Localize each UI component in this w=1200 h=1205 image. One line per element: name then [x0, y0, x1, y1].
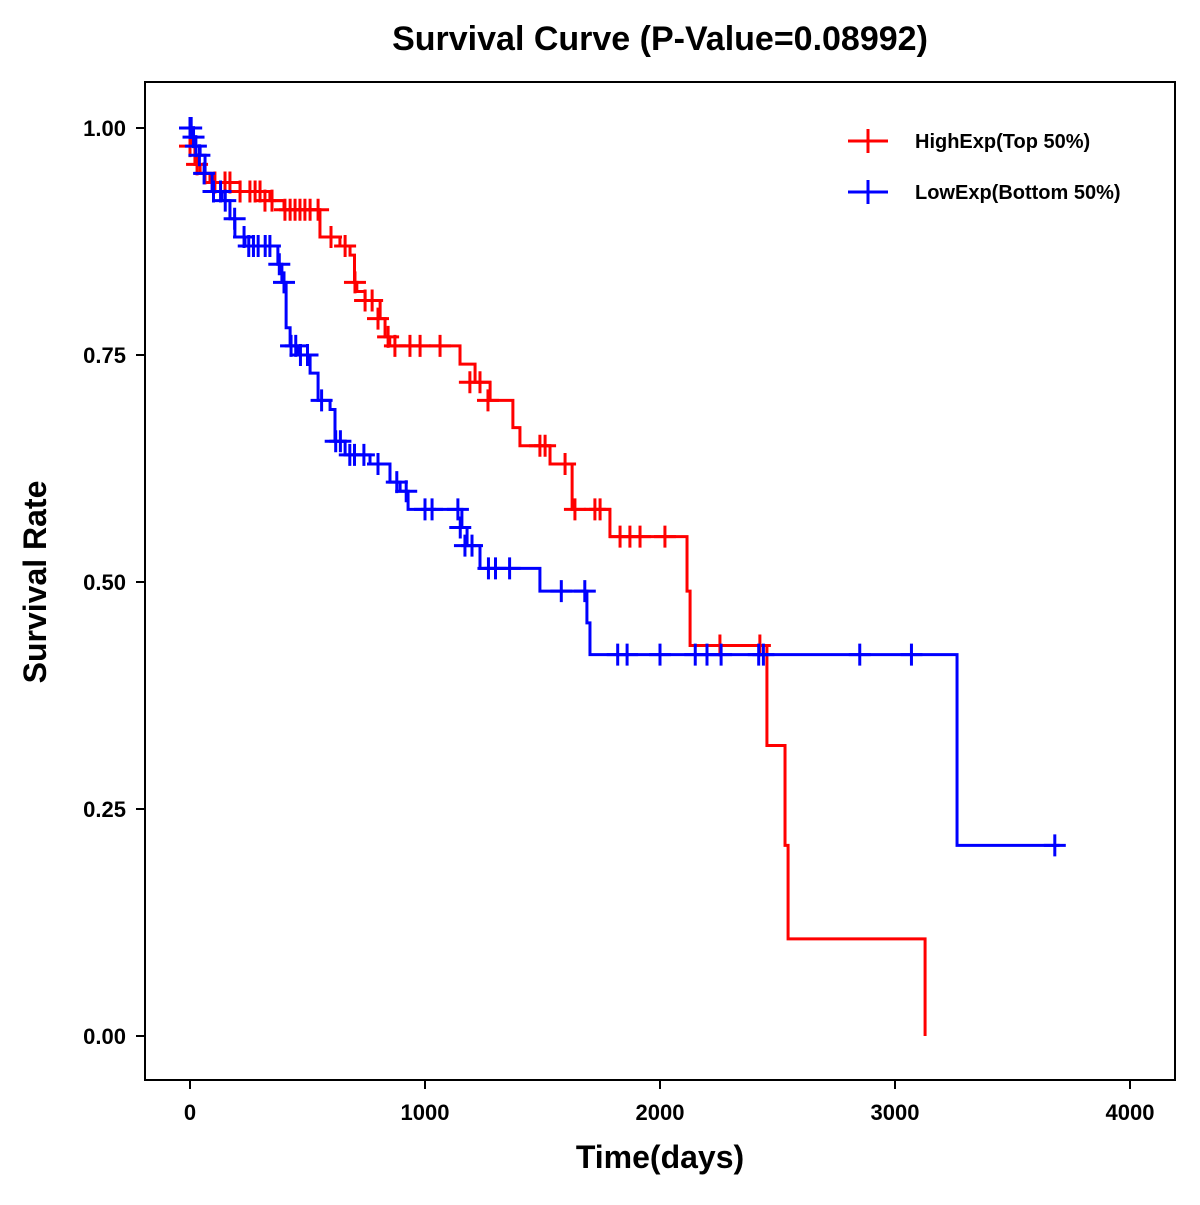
- low-exp-censor-mark: [395, 480, 418, 503]
- low-exp-censor-mark: [188, 144, 211, 167]
- low-exp-censor-mark: [752, 643, 775, 666]
- low-exp-censor-mark: [223, 207, 246, 230]
- low-exp-censor-mark: [284, 334, 307, 357]
- low-exp-censor-mark: [268, 253, 291, 276]
- low-exp-censor-mark: [209, 180, 232, 203]
- high-exp-censor-mark: [343, 271, 366, 294]
- low-exp-censor-mark: [1043, 834, 1066, 857]
- high-exp-censor-mark: [554, 452, 577, 475]
- low-exp-censor-mark: [258, 235, 281, 258]
- low-exp-censor-mark: [182, 126, 205, 149]
- high-exp-censor-mark: [261, 189, 284, 212]
- high-exp-censor-mark: [409, 334, 432, 357]
- high-exp-legend-key: [848, 129, 888, 153]
- low-exp-censor-mark: [385, 471, 408, 494]
- high-exp-censor-mark: [468, 371, 491, 394]
- high-exp-censor-mark: [249, 180, 272, 203]
- low-exp-censor-mark: [367, 452, 389, 475]
- y-tick-label: 0.50: [83, 570, 126, 595]
- high-exp-censor-mark: [476, 389, 499, 412]
- low-exp-censor-mark: [649, 643, 671, 666]
- x-tick-label: 2000: [636, 1100, 685, 1125]
- y-tick-label: 0.75: [83, 343, 126, 368]
- high-exp-survival-curve: [189, 126, 927, 1036]
- plot-frame: [144, 81, 1176, 1081]
- high-exp-censor-mark: [653, 525, 676, 548]
- y-axis: 0.00 0.25 0.50 0.75 1.00: [83, 116, 145, 1049]
- low-exp-censor-mark: [900, 643, 923, 666]
- low-exp-censor-mark: [180, 117, 203, 139]
- low-exp-censor-mark: [296, 344, 319, 366]
- y-axis-label: Survival Rate: [17, 481, 53, 684]
- low-exp-censor-mark: [421, 498, 444, 521]
- low-exp-censor-mark: [193, 162, 216, 185]
- high-exp-censor-mark: [320, 225, 342, 248]
- low-exp-censor-mark: [616, 643, 639, 666]
- low-exp-censor-mark: [446, 498, 469, 521]
- low-exp-censor-mark: [214, 189, 237, 212]
- high-exp-censor-mark: [589, 498, 612, 521]
- low-exp-censor-mark: [498, 557, 521, 580]
- low-exp-censor-mark: [461, 534, 483, 557]
- chart-title: Survival Curve (P-Value=0.08992): [392, 20, 928, 58]
- high-exp-censor-mark: [563, 498, 586, 521]
- low-exp-censor-mark: [352, 443, 375, 466]
- low-exp-censor-mark: [848, 643, 871, 666]
- y-tick-label: 0.25: [83, 797, 126, 822]
- high-exp-censor-mark: [629, 525, 652, 548]
- high-exp-censor-mark: [429, 334, 452, 357]
- low-exp-censor-mark: [550, 580, 573, 603]
- low-exp-legend-label: LowExp(Bottom 50%): [915, 182, 1121, 204]
- x-tick-label: 4000: [1106, 1100, 1155, 1125]
- y-tick-label: 1.00: [83, 116, 126, 141]
- high-exp-legend-label: HighExp(Top 50%): [915, 131, 1090, 153]
- low-exp-censor-mark: [449, 516, 472, 539]
- low-exp-censor-mark: [233, 225, 256, 248]
- low-exp-censor-mark: [710, 643, 733, 666]
- low-exp-censor-mark: [329, 430, 352, 453]
- low-exp-censor-mark: [184, 135, 207, 158]
- low-exp-legend-key: [848, 180, 888, 204]
- high-exp-censor-mark: [307, 198, 330, 221]
- series-layer: [179, 117, 1066, 1036]
- x-tick-label: 1000: [401, 1100, 450, 1125]
- legend: HighExp(Top 50%) LowExp(Bottom 50%): [848, 129, 1121, 204]
- high-exp-censor-mark: [367, 307, 389, 330]
- high-exp-censor-mark: [534, 434, 557, 457]
- x-axis-label: Time(days): [576, 1139, 744, 1175]
- low-exp-censor-mark: [310, 389, 333, 412]
- x-axis: 0 1000 2000 3000 4000: [184, 1080, 1155, 1125]
- y-tick-label: 0.00: [83, 1024, 126, 1049]
- high-exp-censor-mark: [361, 289, 384, 312]
- low-exp-censor-mark: [573, 580, 596, 603]
- x-tick-label: 3000: [871, 1100, 920, 1125]
- low-exp-censor-mark: [273, 271, 295, 294]
- high-exp-censor-mark: [218, 171, 241, 194]
- x-tick-label: 0: [184, 1100, 196, 1125]
- high-exp-censor-mark: [334, 235, 357, 258]
